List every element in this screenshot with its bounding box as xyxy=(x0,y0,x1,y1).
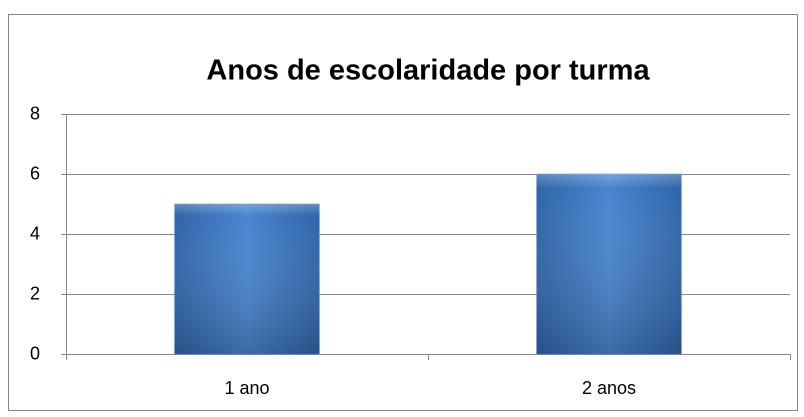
bar-shade xyxy=(536,174,682,354)
y-tick-label: 4 xyxy=(30,223,40,243)
y-tick-label: 0 xyxy=(30,343,40,363)
chart-title: Anos de escolaridade por turma xyxy=(206,55,650,87)
y-tick-label: 6 xyxy=(30,163,40,183)
y-tick-label: 2 xyxy=(30,283,40,303)
x-tick-label: 2 anos xyxy=(582,378,636,398)
x-tick-label: 1 ano xyxy=(224,378,269,398)
bar-shade xyxy=(174,204,320,354)
y-tick-label: 8 xyxy=(30,103,40,123)
